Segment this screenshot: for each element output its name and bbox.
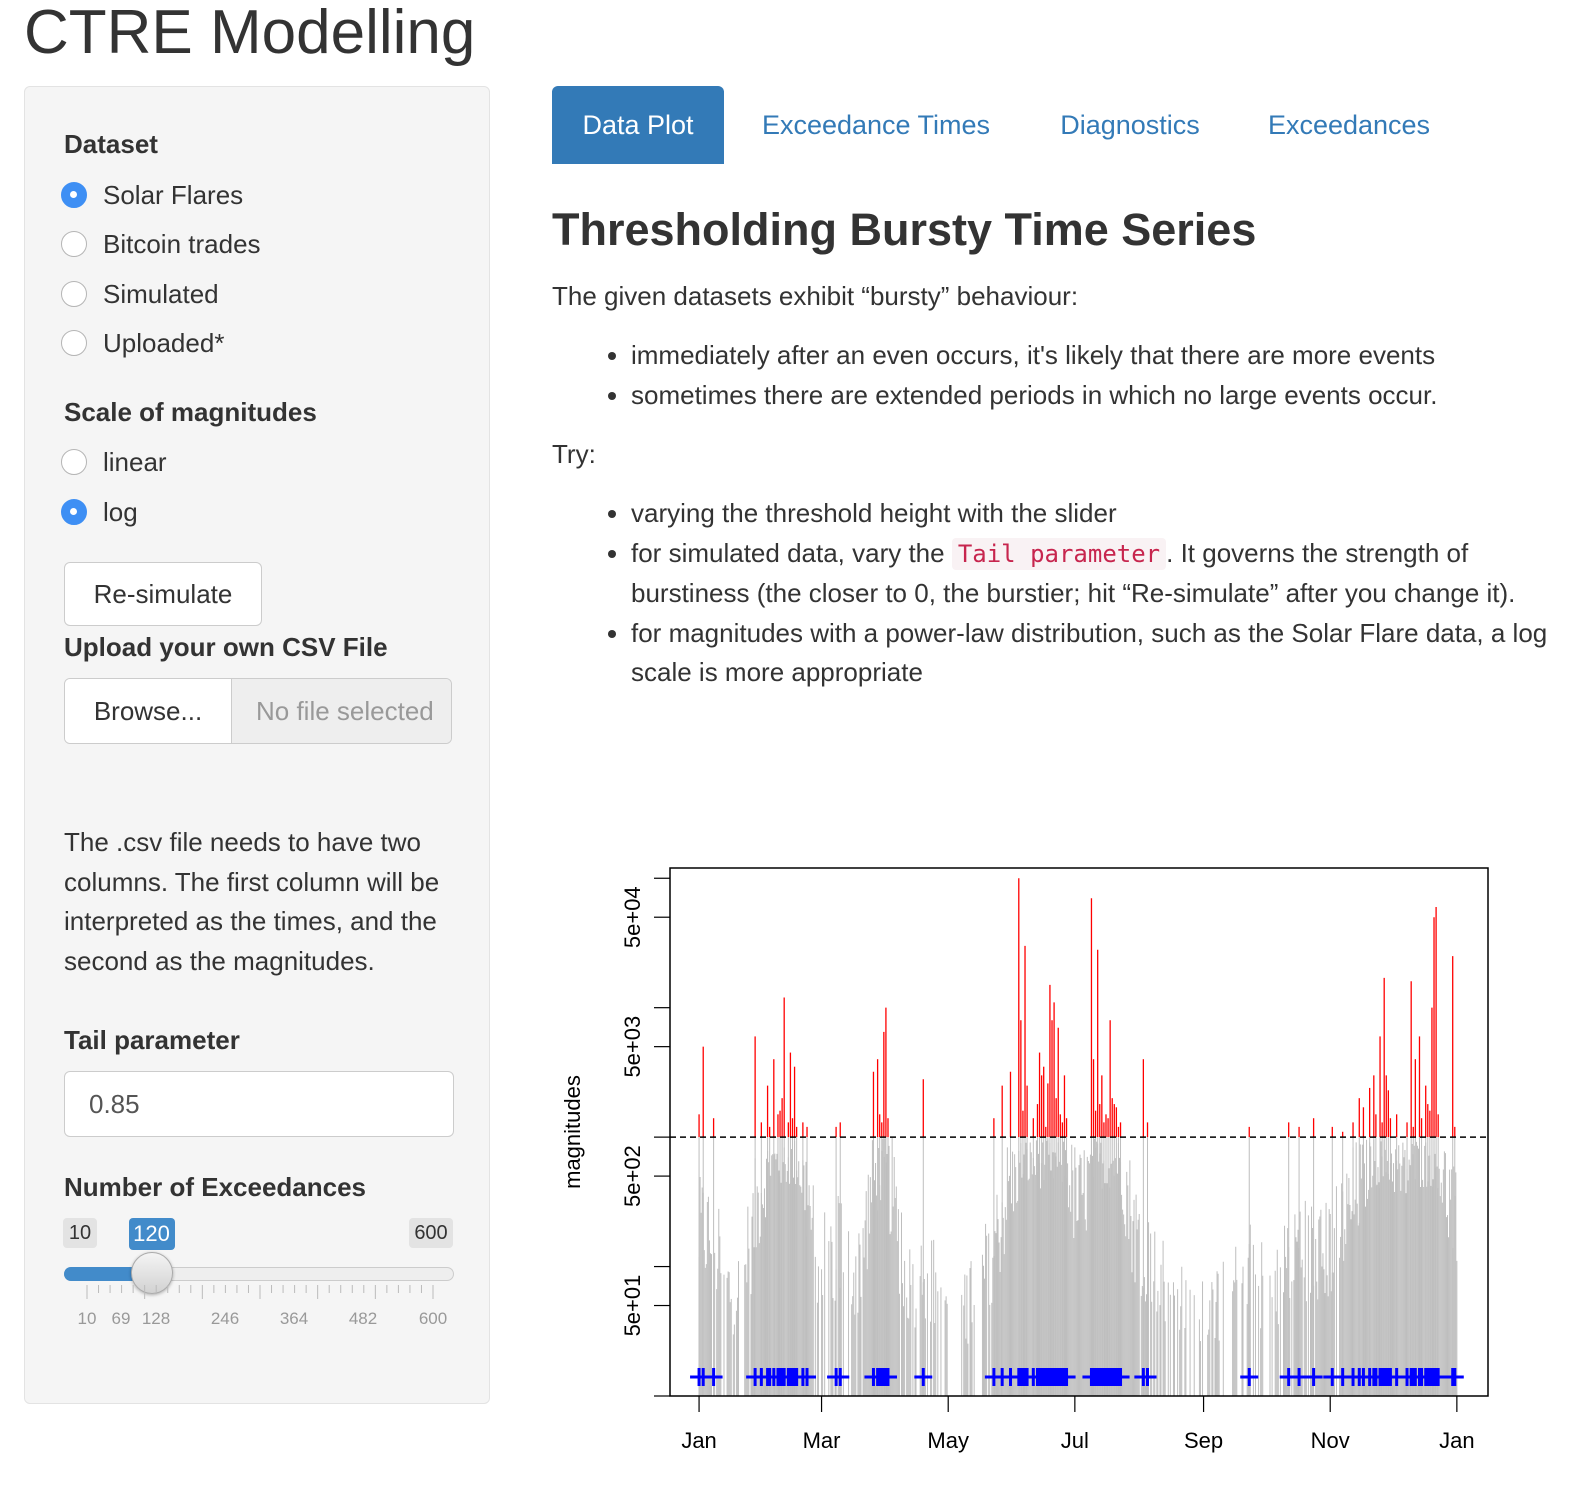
- radio-label: linear: [103, 446, 167, 477]
- x-tick-label: Jan: [1439, 1428, 1474, 1453]
- slider-tick-label: 364: [279, 1309, 309, 1328]
- intro-text: The given datasets exhibit “bursty” beha…: [552, 281, 1079, 311]
- dataset-option-simulated[interactable]: Simulated: [61, 276, 219, 312]
- slider-value-label: 120: [128, 1218, 175, 1250]
- radio-icon[interactable]: [61, 449, 87, 475]
- slider-tick-label: 10: [77, 1309, 97, 1328]
- x-tick-label: May: [927, 1428, 969, 1453]
- tail-parameter-code: Tail parameter: [951, 537, 1167, 570]
- x-tick-label: Jan: [681, 1428, 716, 1453]
- dataset-option-solar-flares[interactable]: Solar Flares: [61, 177, 243, 213]
- tail-parameter-input[interactable]: [64, 1071, 454, 1137]
- dataset-option-bitcoin-trades[interactable]: Bitcoin trades: [61, 226, 261, 262]
- file-upload-group: Browse... No file selected: [64, 678, 452, 744]
- x-tick-label: Jul: [1061, 1428, 1089, 1453]
- slider-tick-label: 600: [418, 1309, 448, 1328]
- scale-option-linear[interactable]: linear: [61, 444, 167, 480]
- exceedance-time-marks: [690, 1368, 1464, 1386]
- radio-icon[interactable]: [61, 330, 87, 356]
- plot-frame: [669, 867, 1489, 1397]
- slider-tick-label: 482: [348, 1309, 378, 1328]
- resimulate-button[interactable]: Re-simulate: [64, 562, 262, 626]
- file-name-field[interactable]: No file selected: [232, 679, 451, 743]
- radio-label: Uploaded*: [103, 327, 225, 358]
- slider-tick-label: 128: [141, 1309, 171, 1328]
- exceedances-label: Number of Exceedances: [64, 1172, 367, 1202]
- y-tick-label: 5e+01: [620, 1275, 645, 1337]
- x-tick-label: Nov: [1311, 1428, 1350, 1453]
- y-tick-label: 5e+02: [620, 1145, 645, 1207]
- tab-exceedances[interactable]: Exceedances: [1267, 109, 1431, 140]
- slider-tick-label: 246: [210, 1309, 240, 1328]
- tab-diagnostics[interactable]: Diagnostics: [1060, 109, 1200, 140]
- slider-max-label: 600: [409, 1218, 453, 1248]
- x-tick-label: Mar: [803, 1428, 841, 1453]
- scale-option-log[interactable]: log: [61, 494, 138, 530]
- list-item: varying the threshold height with the sl…: [631, 494, 1561, 534]
- list-item: for simulated data, vary the Tail parame…: [631, 534, 1561, 614]
- scale-label: Scale of magnitudes: [64, 397, 317, 427]
- dataset-label: Dataset: [64, 129, 158, 159]
- y-axis-label: magnitudes: [560, 1075, 585, 1189]
- radio-selected-icon[interactable]: [61, 499, 87, 525]
- radio-label: Bitcoin trades: [103, 228, 261, 259]
- bursty-bullets: immediately after an even occurs, it's l…: [552, 336, 1561, 415]
- list-item-text: for simulated data, vary the: [631, 537, 952, 568]
- try-label: Try:: [552, 439, 596, 469]
- tail-parameter-label: Tail parameter: [64, 1025, 240, 1055]
- y-tick-label: 5e+03: [620, 1016, 645, 1078]
- below-threshold-bars: [698, 1137, 1458, 1396]
- radio-selected-icon[interactable]: [61, 182, 87, 208]
- x-tick-label: Sep: [1184, 1428, 1223, 1453]
- page-title: Thresholding Bursty Time Series: [552, 204, 1257, 255]
- sidebar-panel: Dataset Solar Flares Bitcoin trades Simu…: [24, 86, 490, 1404]
- exceedances-slider-handle[interactable]: [130, 1252, 173, 1294]
- exceedance-bars: [698, 878, 1456, 1138]
- slider-ticks: [86, 1285, 434, 1299]
- y-tick-label: 5e+04: [620, 886, 645, 948]
- x-axis: Jan Mar May Jul Sep Nov Jan: [681, 1396, 1475, 1453]
- try-bullets: varying the threshold height with the sl…: [552, 494, 1561, 693]
- slider-tick-label: 69: [111, 1309, 131, 1328]
- slider-min-label: 10: [63, 1218, 97, 1248]
- radio-label: Simulated: [103, 278, 219, 309]
- upload-label: Upload your own CSV File: [64, 632, 388, 662]
- radio-label: log: [103, 496, 138, 527]
- list-item-text: . It governs the strength of burstiness …: [631, 537, 1516, 609]
- radio-icon[interactable]: [61, 231, 87, 257]
- exceedances-slider-fill: [64, 1267, 152, 1281]
- list-item: sometimes there are extended periods in …: [631, 376, 1561, 416]
- radio-label: Solar Flares: [103, 179, 244, 210]
- list-item: immediately after an even occurs, it's l…: [631, 336, 1561, 376]
- y-axis: 5e+01 5e+02 5e+03 5e+04: [620, 877, 670, 1397]
- tab-exceedance-times[interactable]: Exceedance Times: [761, 109, 991, 140]
- list-item: for magnitudes with a power-law distribu…: [631, 614, 1561, 693]
- csv-help-text: The .csv file needs to have two columns.…: [64, 827, 440, 976]
- app-title: CTRE Modelling: [24, 0, 476, 67]
- dataset-option-uploaded[interactable]: Uploaded*: [61, 325, 224, 361]
- browse-button[interactable]: Browse...: [65, 679, 232, 743]
- radio-icon[interactable]: [61, 281, 87, 307]
- tab-data-plot[interactable]: Data Plot: [552, 86, 724, 164]
